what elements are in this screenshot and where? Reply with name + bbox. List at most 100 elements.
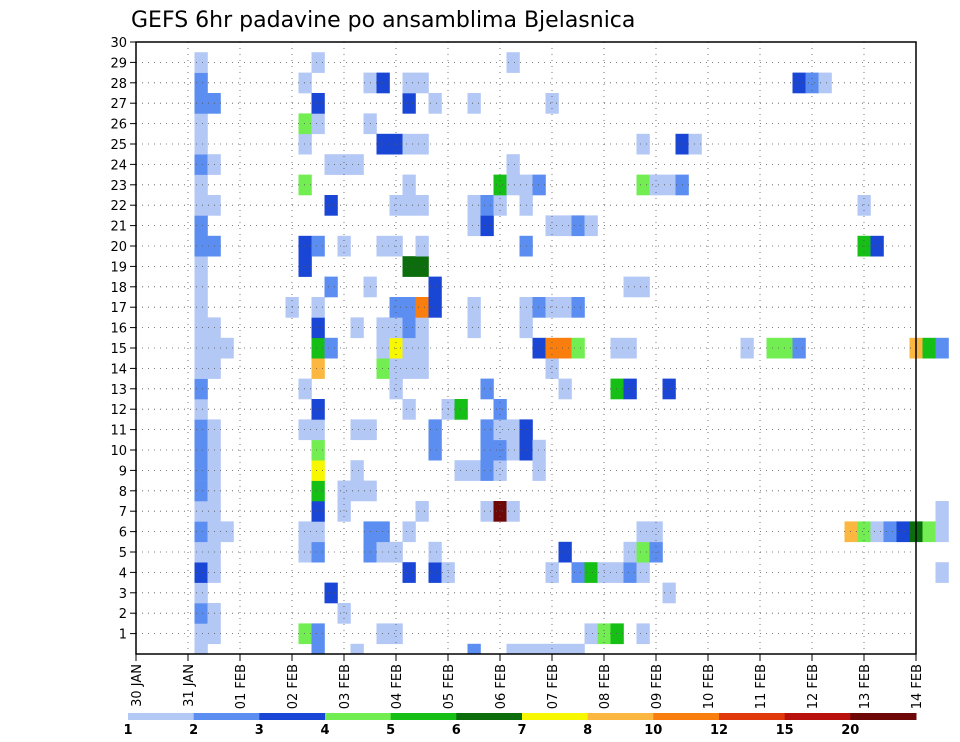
heatmap-cell: [298, 174, 312, 196]
heatmap-cell: [194, 195, 208, 216]
heatmap-cell: [350, 154, 364, 175]
heatmap-cell: [662, 582, 676, 604]
heatmap-cell: [402, 317, 416, 339]
heatmap-cell: [376, 541, 390, 563]
heatmap-cell: [870, 521, 884, 543]
heatmap-cell: [532, 460, 546, 481]
heatmap-cell: [402, 297, 416, 318]
heatmap-cell: [389, 623, 403, 645]
heatmap-cell: [311, 501, 325, 522]
heatmap-cell: [740, 337, 754, 359]
y-tick-label: 17: [110, 301, 127, 316]
heatmap-cell: [194, 93, 208, 114]
heatmap-cell: [389, 195, 403, 216]
heatmap-cell: [311, 399, 325, 420]
colorbar-swatch: [784, 713, 851, 720]
y-tick-label: 21: [110, 220, 127, 235]
heatmap-cell: [532, 174, 546, 196]
heatmap-cell: [311, 480, 325, 502]
heatmap-cell: [610, 623, 624, 645]
heatmap-cell: [610, 337, 624, 359]
heatmap-cell: [571, 297, 585, 318]
heatmap-cell: [532, 297, 546, 318]
heatmap-cells: [194, 52, 949, 655]
heatmap-cell: [402, 337, 416, 359]
heatmap-cell: [402, 93, 416, 114]
heatmap-cell: [584, 562, 598, 583]
colorbar-tick-label: 10: [644, 723, 662, 738]
heatmap-cell: [805, 72, 819, 94]
heatmap-cell: [376, 317, 390, 339]
heatmap-cell: [402, 256, 416, 277]
heatmap-cell: [636, 623, 650, 645]
heatmap-cell: [194, 215, 208, 237]
heatmap-cell: [636, 521, 650, 543]
x-tick-label: 13 FEB: [858, 664, 873, 709]
heatmap-cell: [480, 439, 494, 461]
heatmap-cell: [935, 337, 949, 359]
y-tick-label: 3: [119, 587, 127, 602]
heatmap-cell: [298, 256, 312, 277]
heatmap-cell: [402, 562, 416, 583]
heatmap-cell: [428, 439, 442, 461]
heatmap-cell: [298, 113, 312, 135]
heatmap-cell: [467, 215, 481, 237]
heatmap-cell: [194, 358, 208, 379]
heatmap-cell: [194, 72, 208, 94]
colorbar-tick-label: 8: [583, 723, 592, 738]
y-tick-label: 11: [110, 424, 127, 439]
heatmap-cell: [389, 358, 403, 379]
heatmap-cell: [194, 378, 208, 400]
heatmap-cell: [571, 215, 585, 237]
x-tick-label: 06 FEB: [494, 664, 509, 709]
heatmap-cell: [935, 521, 949, 543]
y-tick-label: 8: [119, 485, 127, 500]
y-tick-label: 30: [110, 36, 127, 51]
y-tick-label: 5: [119, 546, 127, 561]
heatmap-cell: [376, 235, 390, 257]
heatmap-cell: [506, 154, 520, 175]
heatmap-cell: [636, 174, 650, 196]
heatmap-cell: [870, 235, 884, 257]
x-tick-label: 11 FEB: [754, 664, 769, 709]
heatmap-cell: [350, 643, 364, 655]
y-tick-label: 29: [110, 56, 127, 71]
heatmap-cell: [558, 215, 572, 237]
heatmap-cell: [415, 358, 429, 379]
heatmap-cell: [311, 439, 325, 461]
heatmap-cell: [519, 643, 533, 655]
heatmap-cell: [415, 72, 429, 94]
heatmap-cell: [220, 337, 234, 359]
heatmap-cell: [636, 562, 650, 583]
heatmap-cell: [194, 317, 208, 339]
heatmap-cell: [415, 133, 429, 155]
heatmap-cell: [493, 174, 507, 196]
heatmap-cell: [428, 297, 442, 318]
heatmap-cell: [792, 337, 806, 359]
heatmap-cell: [402, 195, 416, 216]
heatmap-cell: [194, 460, 208, 481]
y-tick-label: 9: [119, 464, 127, 479]
heatmap-cell: [584, 215, 598, 237]
grid-lines: [136, 42, 916, 654]
heatmap-cell: [194, 623, 208, 645]
heatmap-cell: [194, 297, 208, 318]
heatmap-cell: [480, 378, 494, 400]
heatmap-cell: [311, 317, 325, 339]
colorbar-swatch: [522, 713, 589, 720]
heatmap-cell: [467, 643, 481, 655]
heatmap-cell: [467, 195, 481, 216]
heatmap-cell: [636, 541, 650, 563]
x-tick-label: 04 FEB: [390, 664, 405, 709]
heatmap-cell: [194, 480, 208, 502]
heatmap-cell: [376, 72, 390, 94]
heatmap-cell: [545, 215, 559, 237]
heatmap-cell: [350, 460, 364, 481]
heatmap-cell: [623, 378, 637, 400]
x-tick-label: 12 FEB: [806, 664, 821, 709]
heatmap-cell: [636, 276, 650, 298]
heatmap-cell: [194, 337, 208, 359]
heatmap-cell: [415, 195, 429, 216]
heatmap-cell: [415, 235, 429, 257]
heatmap-cell: [662, 378, 676, 400]
